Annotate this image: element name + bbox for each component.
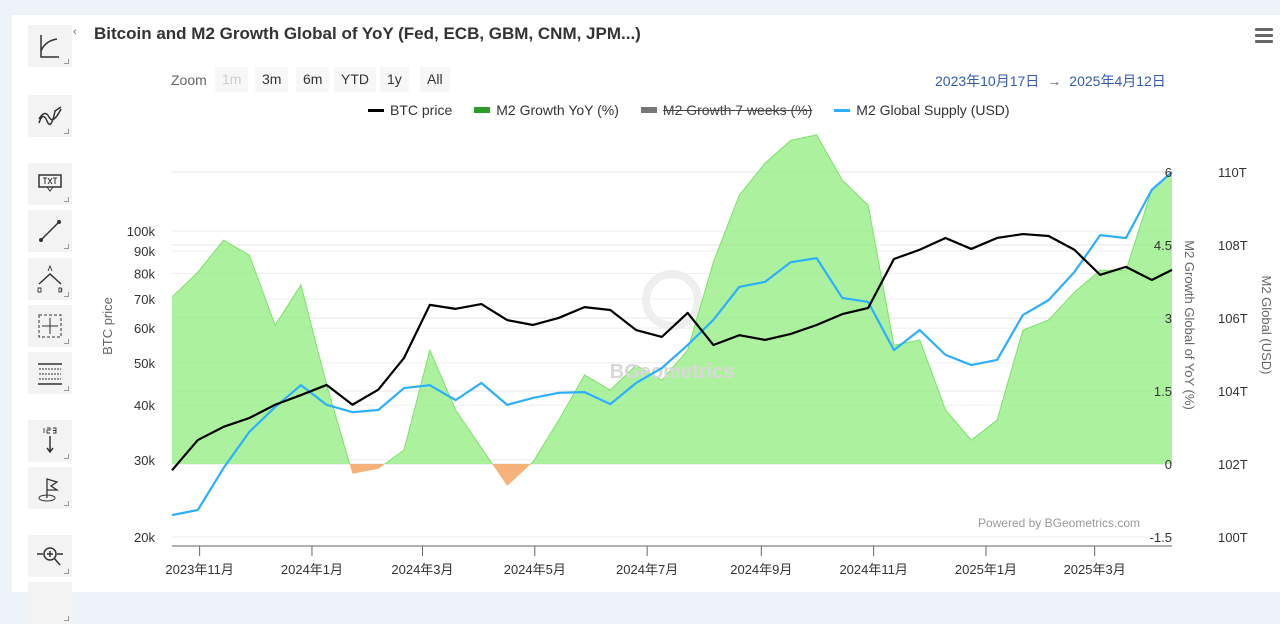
x-tick-label: 2025年3月 [1064, 562, 1126, 577]
btc-tick-label: 90k [134, 244, 155, 259]
tool-button-indicators[interactable] [28, 95, 72, 137]
zoom-button-ytd[interactable]: YTD [334, 67, 376, 92]
x-tick-label: 2024年5月 [504, 562, 566, 577]
collapse-toolbar-button[interactable]: ‹ [73, 26, 77, 38]
elliott-wave-icon [37, 264, 63, 293]
usd-tick-label: 108T [1218, 238, 1248, 253]
legend-swatch [834, 108, 851, 112]
btc-tick-label: 80k [134, 266, 155, 281]
tool-button-measure[interactable] [28, 305, 72, 347]
text-annotation-icon [38, 174, 62, 192]
zoom-button-1y[interactable]: 1y [380, 67, 409, 92]
legend-label: BTC price [390, 102, 453, 118]
x-tick-label: 2025年1月 [955, 562, 1017, 577]
zoom-button-3m[interactable]: 3m [255, 67, 289, 92]
flag-icon [38, 478, 60, 502]
btc-tick-label: 50k [134, 356, 155, 371]
usd-tick-label: 100T [1218, 530, 1248, 545]
range-from-input[interactable]: 2023年10月17日 [935, 73, 1040, 89]
tool-button-flag[interactable] [28, 467, 72, 509]
usd-axis-title: M2 Global (USD) [1259, 276, 1274, 375]
btc-tick-label: 30k [134, 453, 155, 468]
legend-swatch [640, 107, 657, 113]
zoom-pan-icon [37, 547, 63, 566]
vertical-counter-icon [43, 427, 57, 454]
hamburger-menu-icon[interactable] [1255, 28, 1273, 44]
tool-button-fibonacci[interactable] [28, 352, 72, 394]
range-arrow: → [1047, 73, 1062, 89]
zoom-button-all[interactable]: All [420, 67, 450, 92]
legend-item[interactable]: M2 Growth 7 weeks (%) [640, 102, 813, 118]
legend-label: M2 Global Supply (USD) [856, 102, 1010, 118]
yoy-tick-label: 0 [1165, 457, 1172, 472]
btc-axis-title: BTC price [100, 297, 115, 355]
usd-tick-label: 104T [1218, 384, 1248, 399]
legend-swatch [474, 107, 491, 113]
m2-yoy-line [171, 134, 1173, 464]
btc-tick-label: 40k [134, 398, 155, 413]
tool-button-elliott-wave[interactable] [28, 258, 72, 300]
btc-tick-label: 60k [134, 321, 155, 336]
x-tick-label: 2024年11月 [839, 562, 907, 577]
legend-swatch [368, 108, 384, 112]
usd-tick-label: 110T [1218, 165, 1247, 180]
usd-tick-label: 102T [1218, 457, 1248, 472]
tool-button-text-annotation[interactable] [28, 163, 72, 205]
yoy-axis-title: M2 Growth Global of YoY (%) [1182, 240, 1197, 410]
legend-label: M2 Growth YoY (%) [496, 102, 619, 118]
zoom-label: Zoom [171, 72, 207, 88]
legend-label: M2 Growth 7 weeks (%) [662, 102, 813, 118]
tool-button-zoom-pan[interactable] [28, 535, 72, 577]
legend-item[interactable]: BTC price [368, 102, 452, 118]
fibonacci-icon [38, 363, 62, 385]
m2-usd-line[interactable] [171, 171, 1173, 517]
chart-svg: BGeometrics 2023年11月 2024年1月 2024年3月 2024年5月… [100, 134, 1274, 577]
line-draw-icon [39, 220, 61, 242]
tool-button-line-draw[interactable] [28, 210, 72, 252]
credits-link[interactable]: Powered by BGeometrics.com [977, 516, 1140, 530]
legend-item[interactable]: M2 Global Supply (USD) [834, 102, 1010, 118]
chart-title: Bitcoin and M2 Growth Global of YoY (Fed… [94, 24, 641, 43]
tool-button-vertical-counter[interactable] [28, 420, 72, 462]
x-tick-label: 2024年1月 [281, 562, 343, 577]
zoom-button-1m[interactable]: 1m [215, 67, 249, 92]
btc-tick-label: 100k [127, 224, 156, 239]
range-to-input[interactable]: 2025年4月12日 [1069, 73, 1166, 89]
yoy-tick-label: -1.5 [1150, 530, 1172, 545]
x-tick-label: 2024年9月 [730, 562, 792, 577]
tool-button-line-chart[interactable] [28, 25, 72, 67]
date-range: 2023年10月17日 → 2025年4月12日 [935, 71, 1166, 91]
yoy-tick-label: 1.5 [1154, 384, 1172, 399]
m2-yoy-area [172, 134, 1172, 464]
x-tick-label: 2024年7月 [616, 562, 678, 577]
yoy-tick-label: 4.5 [1154, 238, 1172, 253]
indicators-icon [38, 106, 62, 126]
btc-tick-label: 70k [134, 292, 155, 307]
x-tick-label: 2024年3月 [391, 562, 453, 577]
watermark-logo: BGeometrics [610, 361, 735, 383]
btc-price-line[interactable] [171, 232, 1173, 472]
btc-tick-label: 20k [134, 530, 155, 545]
x-tick-label: 2023年11月 [165, 562, 233, 577]
zoom-button-6m[interactable]: 6m [296, 67, 330, 92]
legend: BTC price M2 Growth YoY (%) M2 Growth 7 we… [368, 102, 1010, 118]
yoy-tick-label: 3 [1165, 311, 1172, 326]
line-chart-icon [40, 35, 59, 58]
yoy-tick-label: 6 [1165, 165, 1172, 180]
usd-tick-label: 106T [1218, 311, 1248, 326]
measure-icon [38, 314, 62, 338]
legend-item[interactable]: M2 Growth YoY (%) [474, 102, 619, 118]
